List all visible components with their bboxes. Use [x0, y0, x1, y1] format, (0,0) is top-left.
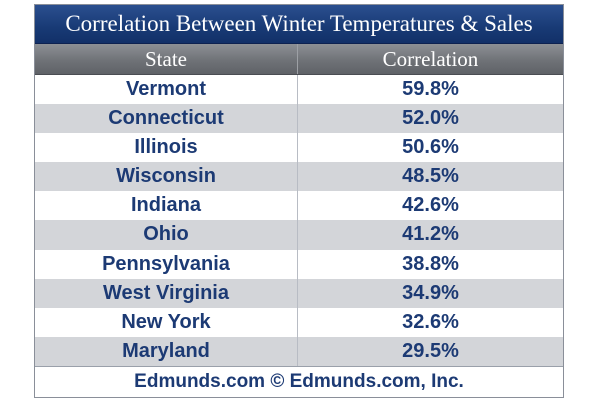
correlation-cell: 38.8% [402, 252, 459, 275]
correlation-cell: 48.5% [402, 165, 459, 188]
correlation-cell: 41.2% [402, 223, 459, 246]
correlation-cell: 50.6% [402, 136, 459, 159]
correlation-cell: 59.8% [402, 78, 459, 100]
table-footer: Edmunds.com © Edmunds.com, Inc. [35, 366, 563, 397]
table-row: West Virginia 34.9% [35, 278, 563, 308]
correlation-table: Correlation Between Winter Temperatures … [34, 4, 564, 398]
table-row: Connecticut 52.0% [35, 104, 563, 134]
table-row: Indiana 42.6% [35, 191, 563, 221]
table-title: Correlation Between Winter Temperatures … [35, 5, 563, 44]
state-cell: Pennsylvania [35, 249, 298, 279]
state-cell: New York [35, 307, 298, 337]
state-cell: Wisconsin [35, 162, 298, 192]
column-header-state: State [35, 44, 298, 74]
correlation-cell: 52.0% [402, 107, 459, 130]
table-row: New York 32.6% [35, 307, 563, 337]
correlation-cell: 29.5% [402, 339, 459, 362]
state-cell: Indiana [35, 191, 298, 221]
table-body: Vermont 59.8% Connecticut 52.0% Illinois 50.6… [35, 75, 563, 366]
column-header-correlation: Correlation [382, 47, 479, 71]
state-cell: Vermont [35, 75, 298, 105]
table-row: Wisconsin 48.5% [35, 162, 563, 192]
table-row: Illinois 50.6% [35, 133, 563, 163]
correlation-cell: 42.6% [402, 194, 459, 217]
state-cell: Ohio [35, 220, 298, 250]
table-header: State Correlation [35, 44, 563, 75]
state-cell: Connecticut [35, 104, 298, 134]
correlation-cell: 32.6% [402, 310, 459, 333]
table-row: Pennsylvania 38.8% [35, 249, 563, 279]
table-row: Maryland 29.5% [35, 336, 563, 366]
state-cell: Maryland [35, 336, 298, 366]
table-row: Ohio 41.2% [35, 220, 563, 250]
state-cell: West Virginia [35, 278, 298, 308]
correlation-cell: 34.9% [402, 281, 459, 304]
table-row: Vermont 59.8% [35, 75, 563, 105]
state-cell: Illinois [35, 133, 298, 163]
